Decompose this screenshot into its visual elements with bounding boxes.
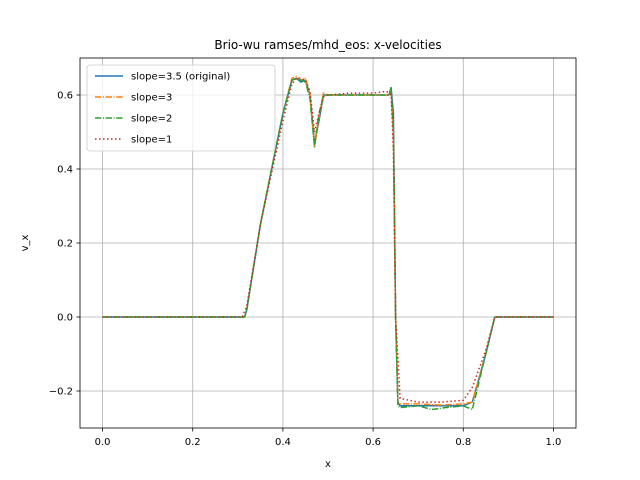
series-line <box>102 77 554 411</box>
y-tick-label: 0.4 <box>57 165 73 176</box>
chart-title: Brio-wu ramses/mhd_eos: x-velocities <box>214 38 441 52</box>
legend-label: slope=3 <box>131 93 172 104</box>
y-axis: −0.2 0.0 0.2 0.4 0.6 <box>49 91 80 398</box>
y-tick-label: 0.0 <box>57 313 73 324</box>
x-tick-label: 1.0 <box>546 437 562 448</box>
series-line <box>102 77 554 403</box>
x-tick-label: 0.8 <box>455 437 471 448</box>
x-axis-label: x <box>325 459 331 470</box>
x-tick-label: 0.0 <box>95 437 111 448</box>
y-axis-label: v_x <box>20 235 31 252</box>
series-layer <box>102 75 554 411</box>
x-tick-label: 0.4 <box>275 437 291 448</box>
y-tick-label: 0.6 <box>57 91 73 102</box>
legend-box <box>86 64 276 152</box>
x-tick-label: 0.6 <box>365 437 381 448</box>
y-tick-label: 0.2 <box>57 239 73 250</box>
legend: slope=3.5 (original) slope=3 slope=2 slope=… <box>86 64 276 152</box>
x-tick-label: 0.2 <box>185 437 201 448</box>
legend-label: slope=3.5 (original) <box>131 72 230 83</box>
x-axis: 0.0 0.2 0.4 0.6 0.8 1.0 <box>95 428 562 448</box>
legend-label: slope=1 <box>131 135 172 146</box>
y-tick-label: −0.2 <box>49 387 73 398</box>
legend-label: slope=2 <box>131 114 172 125</box>
